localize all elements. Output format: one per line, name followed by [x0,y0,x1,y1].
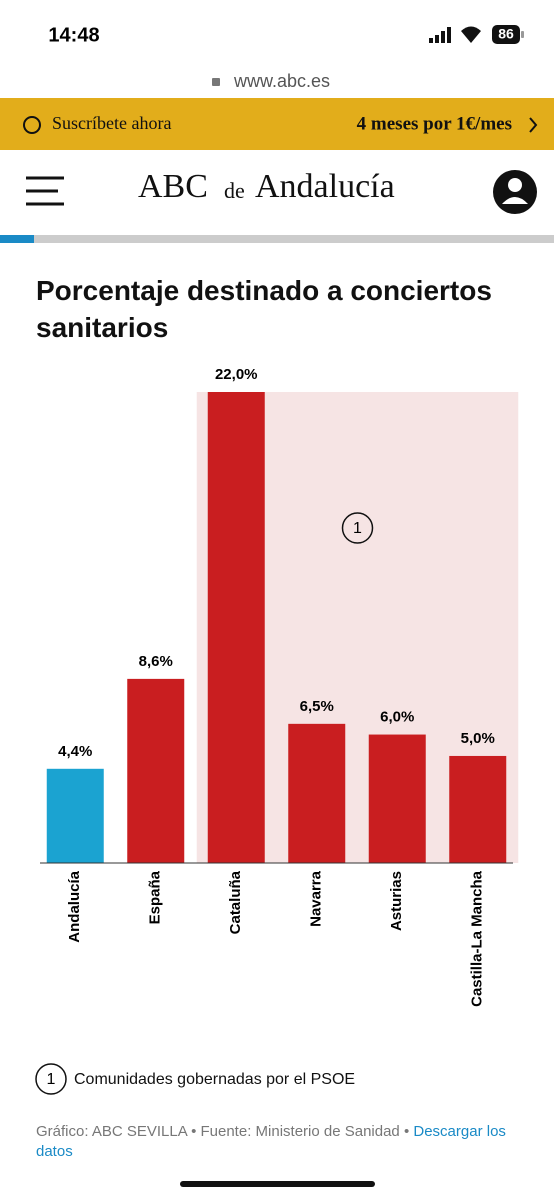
timer-icon [23,116,41,134]
account-head [508,178,522,192]
account-body [502,197,528,204]
bar [368,734,426,863]
battery-icon [492,25,520,44]
bar [207,392,265,863]
subscribe-banner[interactable] [0,98,554,150]
battery-tip [521,31,524,38]
banner-right[interactable]: 4 meses por 1€/mes [357,113,512,134]
source: Gráfico: ABC SEVILLA • Fuente: Ministeri… [36,1123,410,1140]
clock: 14:48 [48,24,99,46]
wifi-icon [461,26,481,43]
bar [288,723,346,863]
url[interactable]: www.abc.es [233,71,330,91]
bar [127,678,185,863]
signal-icon [429,27,451,43]
logo-region[interactable]: Andalucía [255,168,395,205]
highlight-badge [341,512,374,544]
value-label: 4,4% [58,743,92,760]
logo-connector[interactable]: de [224,178,245,203]
value-label: 5,0% [461,730,495,747]
value-label: 6,0% [380,709,414,726]
category-label: Castilla-La Mancha [469,870,486,1007]
logo-brand[interactable]: ABC [138,168,208,205]
category-label: Andalucía [66,870,83,942]
category-label: Asturias [388,871,405,931]
progress-track [0,235,554,243]
bar [449,755,507,863]
footer: Gráfico: ABC SEVILLA • Fuente: Ministeri… [36,1122,526,1162]
home-indicator [180,1181,375,1187]
chart-title: Porcentaje destinado a conciertos sanita… [36,275,492,343]
download-link[interactable]: Descargar los datos [36,1123,506,1160]
plot: 1 4,4% Andalucía 8,6% España 22,0% Cataluña 6,5… [35,366,519,1095]
battery-level: 86 [498,26,514,42]
value-label: 6,5% [300,698,334,715]
menu-icon[interactable] [26,176,64,206]
category-label: España [147,870,164,924]
value-label: 22,0% [215,366,258,383]
bar [46,768,104,863]
category-label: Navarra [308,870,325,927]
banner-left[interactable]: Suscríbete ahora [52,113,171,133]
note-label: 1 [47,1071,56,1088]
progress-fill [0,235,34,243]
category-label: Cataluña [227,870,244,934]
highlight-label: 1 [353,520,362,537]
chevron [529,117,538,133]
note-text: Comunidades gobernadas por el PSOE [74,1071,355,1088]
note-badge [35,1063,67,1095]
lock-icon [212,78,220,86]
value-label: 8,6% [139,653,173,670]
